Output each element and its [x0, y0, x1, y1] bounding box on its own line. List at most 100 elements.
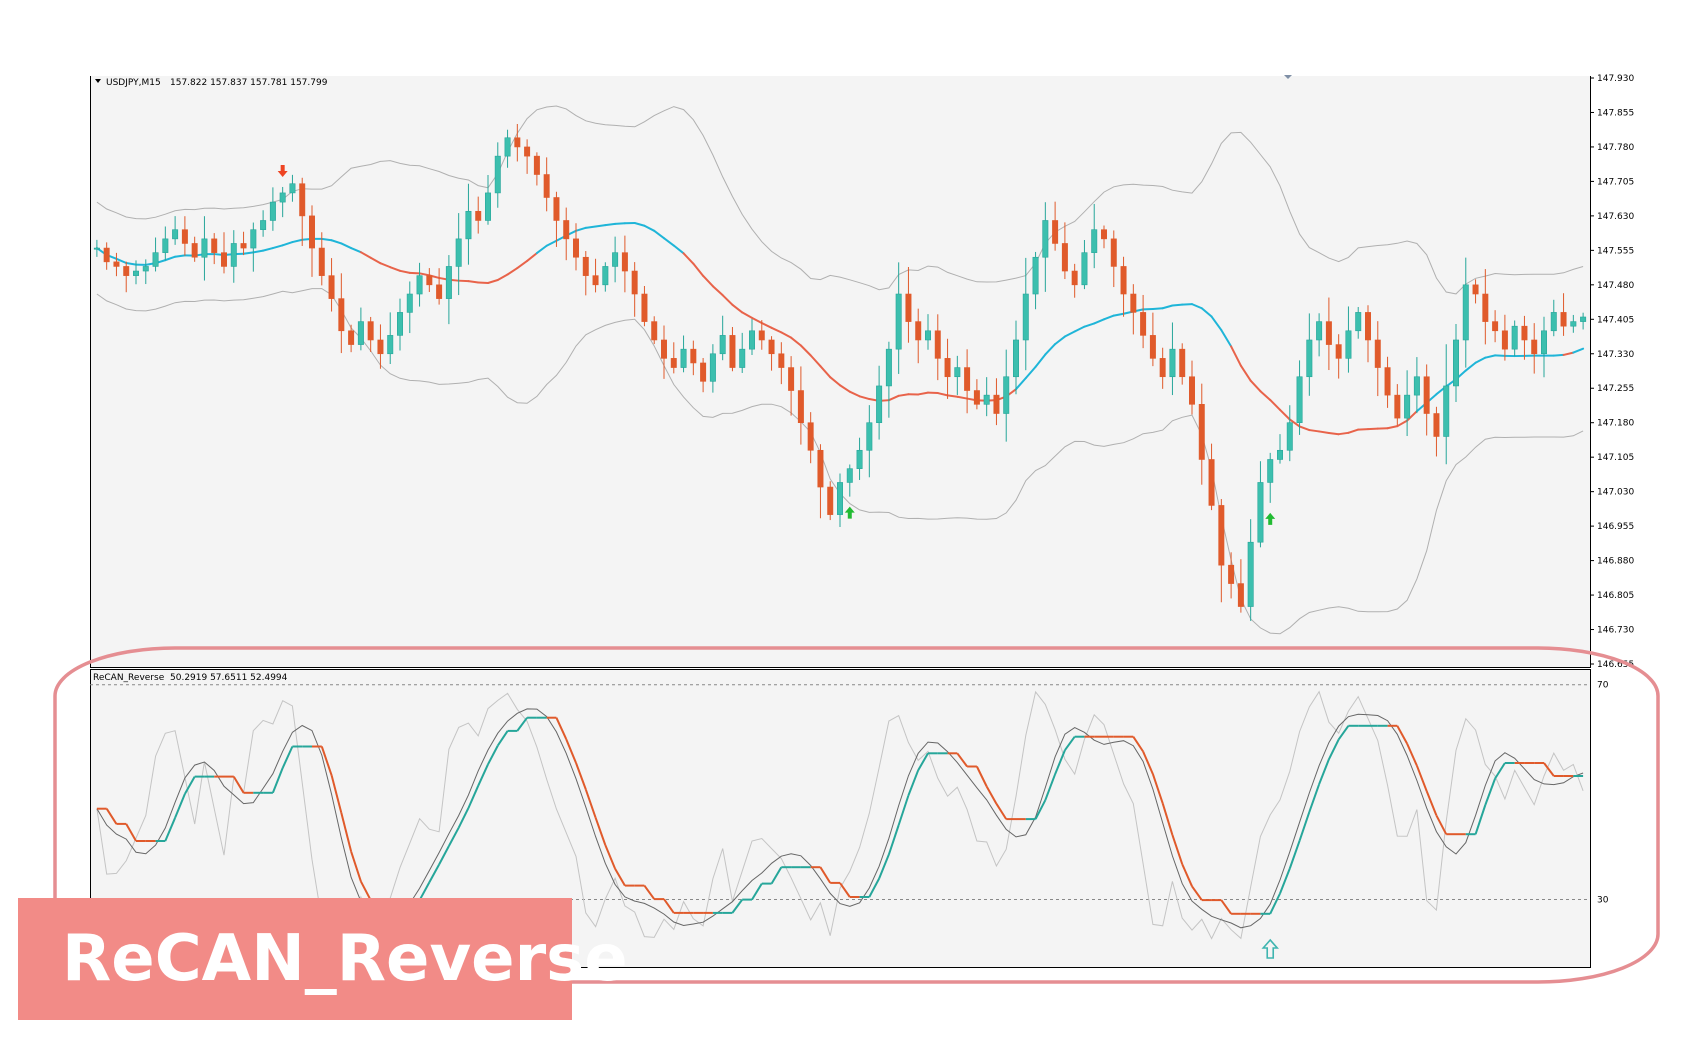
candle-body [1512, 326, 1517, 349]
candle-body [104, 248, 109, 262]
candle-body [554, 197, 559, 220]
candle-body [691, 349, 696, 363]
ma-segment [1153, 308, 1163, 309]
ma-segment [615, 223, 625, 224]
ma-segment [596, 225, 606, 226]
candle-body [886, 349, 891, 386]
candle-body [124, 266, 129, 275]
candle-body [798, 391, 803, 423]
ma-segment [244, 252, 254, 253]
candle-body [495, 156, 500, 193]
candle-body [172, 230, 177, 239]
price-tick-label: 146.955 [1597, 522, 1634, 532]
candle-body [1052, 220, 1057, 243]
candle-body [925, 331, 930, 340]
ma-segment [322, 239, 332, 240]
ma-segment [1309, 430, 1319, 431]
candle-body [583, 257, 588, 275]
candle-body [740, 349, 745, 367]
candle-body [1404, 395, 1409, 418]
candle-body [964, 368, 969, 391]
candle-body [1258, 482, 1263, 542]
candle-body [700, 363, 705, 381]
candle-body [935, 331, 940, 359]
candle-body [241, 243, 246, 248]
candle-body [1434, 414, 1439, 437]
candle-body [1336, 345, 1341, 359]
candle-body [280, 193, 285, 202]
candle-body [456, 239, 461, 267]
ma-segment [1339, 433, 1349, 434]
candle-body [1170, 349, 1175, 377]
candle-body [652, 322, 657, 340]
candle-body [808, 423, 813, 451]
candle-body [1395, 395, 1400, 418]
candle-body [212, 239, 217, 253]
price-tick-label: 147.330 [1597, 350, 1634, 360]
candle-body [1209, 459, 1214, 505]
candle-body [476, 211, 481, 220]
candle-body [906, 294, 911, 322]
price-panel-bg [90, 76, 1590, 668]
price-tick-label: 146.805 [1597, 591, 1634, 601]
candle-body [1111, 239, 1116, 267]
candle-body [1189, 377, 1194, 405]
candle-body [1297, 377, 1302, 423]
candle-body [544, 175, 549, 198]
ma-segment [468, 281, 478, 282]
candle-body [1356, 312, 1361, 330]
candle-body [1238, 584, 1243, 607]
candle-body [1013, 340, 1018, 377]
candle-body [94, 248, 99, 249]
ma-segment [175, 255, 185, 256]
candle-body [1092, 230, 1097, 253]
candle-body [769, 340, 774, 354]
candle-body [1473, 285, 1478, 294]
candle-body [818, 450, 823, 487]
candle-body [133, 271, 138, 276]
candle-body [1277, 450, 1282, 459]
candle-body [759, 331, 764, 340]
candle-body [202, 239, 207, 257]
candle-body [290, 184, 295, 193]
ma-segment [948, 395, 958, 396]
candle-body [1033, 257, 1038, 294]
candle-body [1453, 340, 1458, 386]
candle-body [368, 322, 373, 340]
candle-body [1532, 340, 1537, 354]
candle-body [1150, 335, 1155, 358]
candle-body [1414, 377, 1419, 395]
price-tick-label: 147.105 [1597, 453, 1634, 463]
candle-body [114, 262, 119, 267]
candle-body [896, 294, 901, 349]
candle-body [994, 395, 999, 413]
candle-body [1004, 377, 1009, 414]
candle-body [1228, 565, 1233, 583]
price-tick-label: 147.705 [1597, 177, 1634, 187]
candle-body [505, 138, 510, 156]
candle-body [573, 239, 578, 257]
candle-body [300, 184, 305, 216]
price-tick-label: 147.030 [1597, 488, 1634, 498]
candle-body [427, 276, 432, 285]
candle-body [1307, 340, 1312, 377]
candle-body [1219, 505, 1224, 565]
candle-body [260, 220, 265, 229]
candle-body [1287, 423, 1292, 451]
candle-body [1160, 358, 1165, 376]
candle-body [1316, 322, 1321, 340]
candle-body [681, 349, 686, 367]
candle-body [1062, 243, 1067, 271]
candle-body [974, 391, 979, 405]
candle-body [378, 340, 383, 354]
candle-body [671, 358, 676, 367]
candle-body [339, 299, 344, 331]
candle-body [348, 331, 353, 345]
candle-body [564, 220, 569, 238]
candle-body [1463, 285, 1468, 340]
ma-segment [1172, 305, 1182, 306]
candle-body [524, 147, 529, 156]
candle-body [876, 386, 881, 423]
price-tick-label: 147.855 [1597, 108, 1634, 118]
